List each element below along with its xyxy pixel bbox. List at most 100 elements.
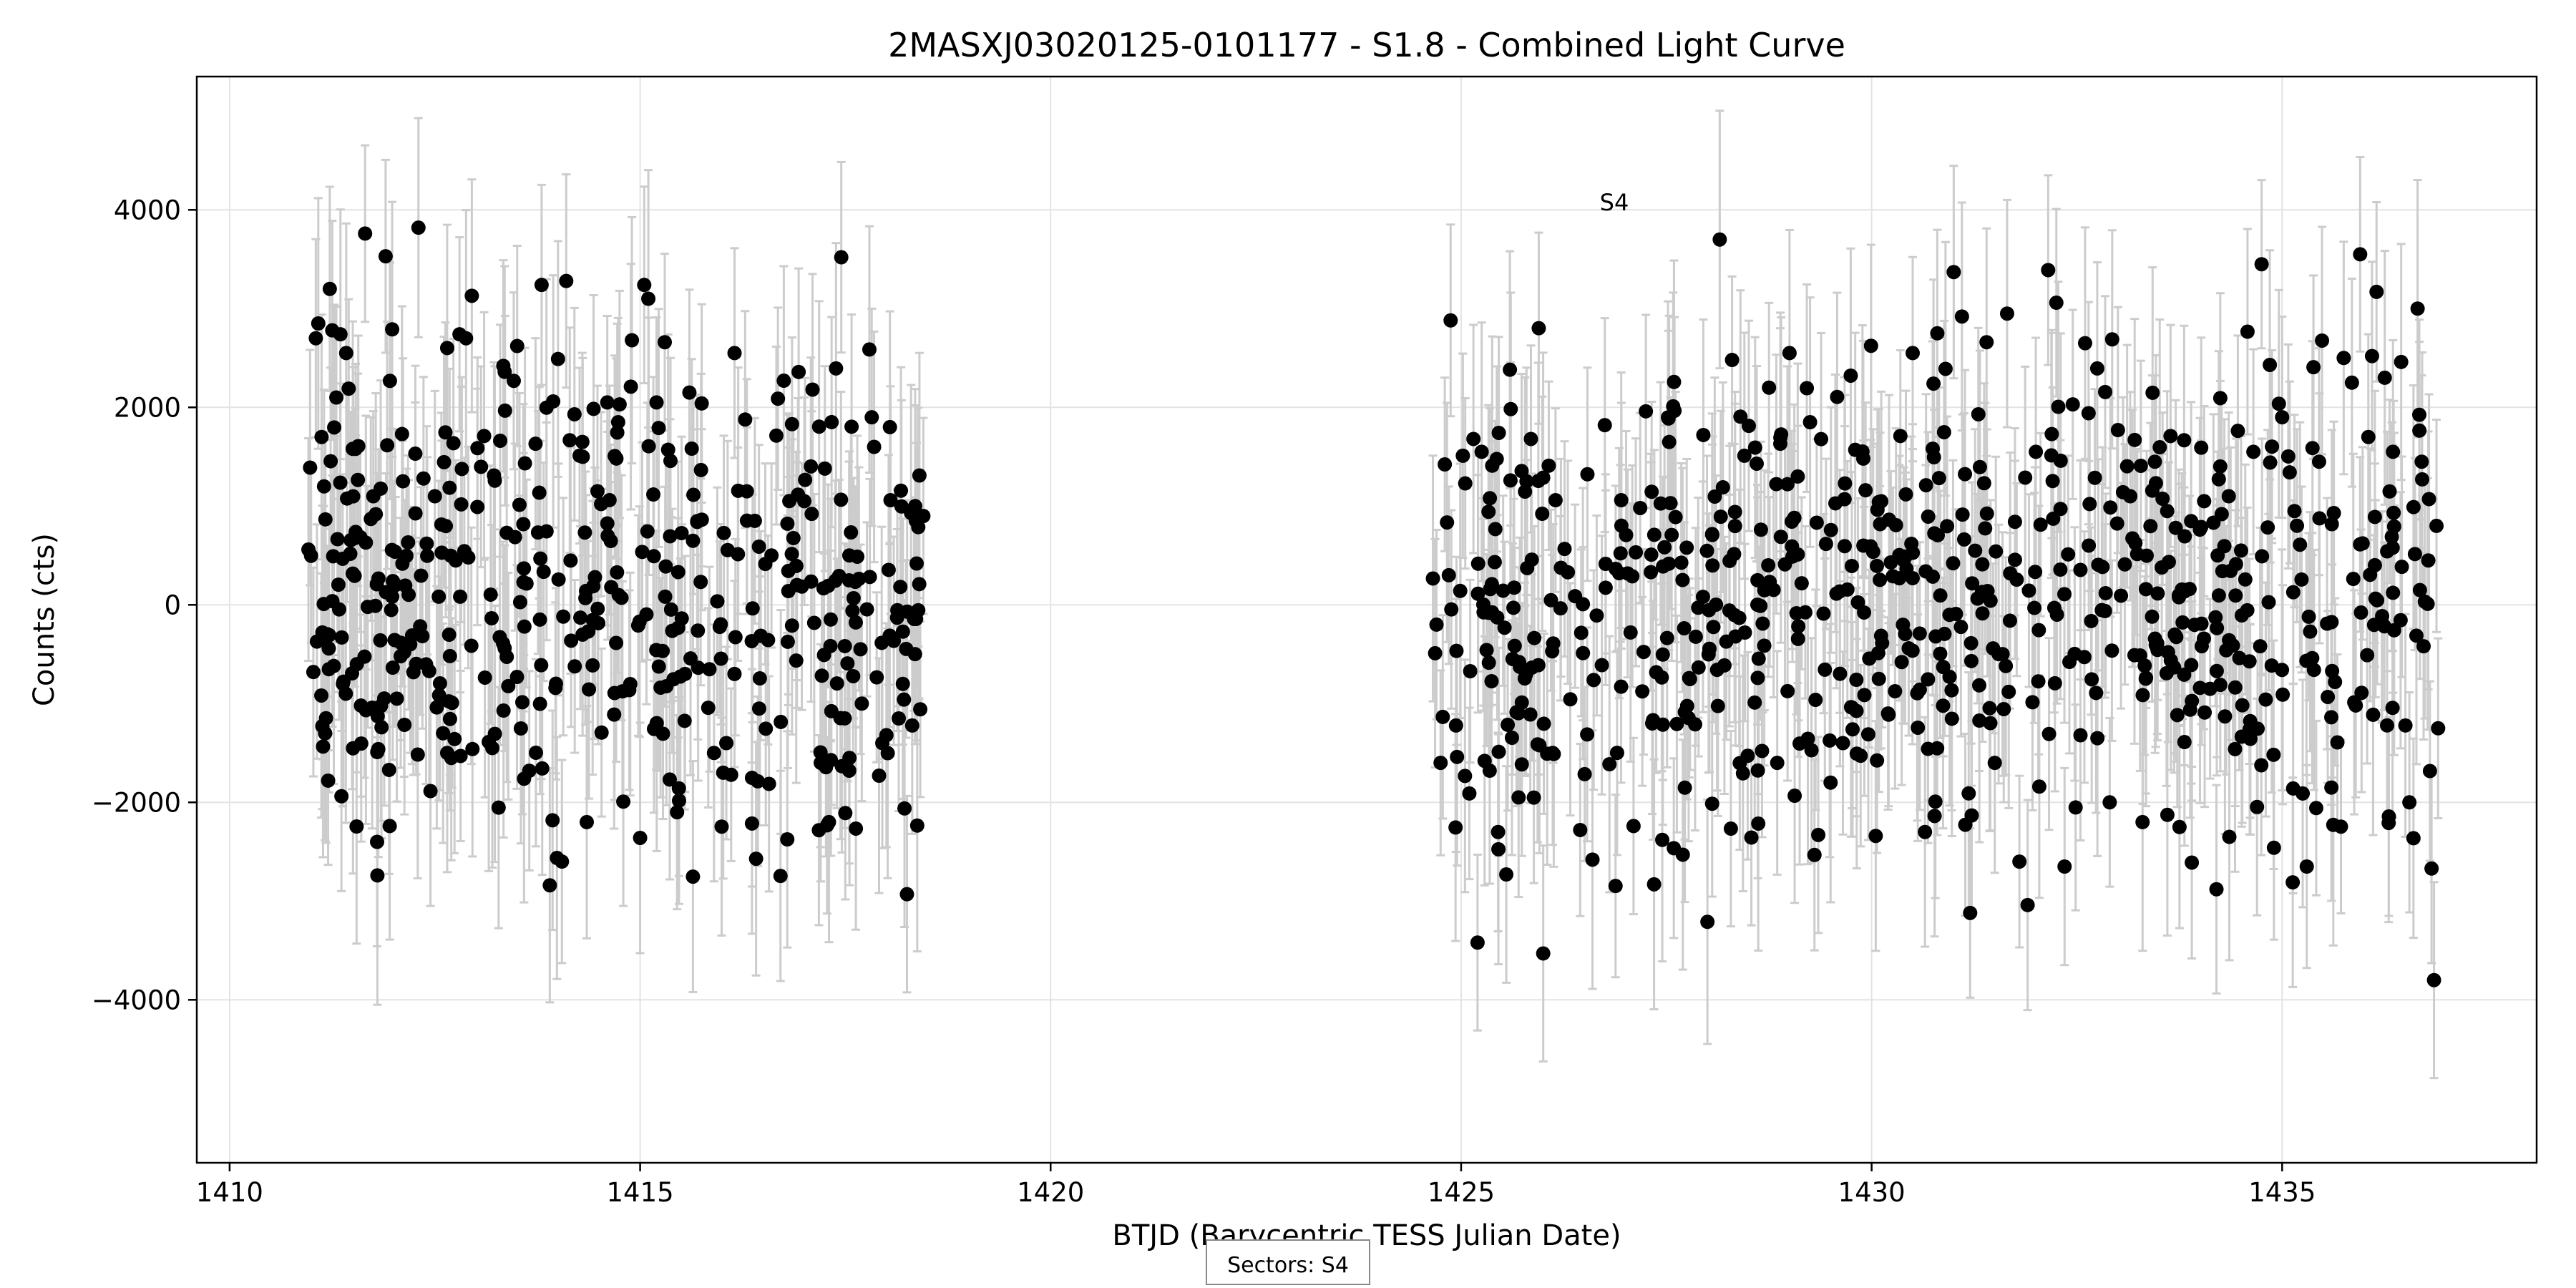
data-point [442,480,457,495]
data-point [2061,547,2076,562]
data-point [1438,457,1453,472]
x-tick-label: 1415 [606,1177,673,1208]
data-point [2163,429,2178,444]
data-point [1507,580,1522,595]
data-point [385,660,400,675]
data-point [2261,595,2276,610]
data-point [441,694,457,709]
data-point [496,703,511,718]
data-point [834,250,849,265]
data-point [602,492,617,507]
data-point [1614,493,1629,508]
data-point [1573,822,1588,837]
data-point [771,391,786,406]
data-point [1470,586,1485,601]
data-point [651,421,666,436]
data-point [465,741,480,756]
data-point [2282,465,2297,480]
data-point [610,425,625,440]
data-point [663,602,678,617]
data-point [318,726,333,741]
data-point [2073,562,2088,577]
data-point [1679,698,1694,713]
data-point [1470,556,1485,571]
data-point [2422,763,2437,779]
data-point [2161,555,2176,570]
data-point [333,327,348,342]
data-point [2346,572,2361,587]
data-point [497,364,512,379]
data-point [2212,459,2228,474]
data-point [670,620,686,635]
data-point [1918,824,1933,839]
data-point [1470,935,1485,950]
data-point [2145,385,2160,400]
data-point [1704,796,1719,811]
data-point [2275,687,2290,702]
x-tick-label: 1430 [1838,1177,1906,1208]
data-point [662,772,677,787]
data-point [2402,795,2417,810]
data-point [1709,597,1724,612]
data-point [1926,569,1941,584]
data-point [719,736,734,751]
data-point [784,547,799,562]
data-point [1885,569,1901,584]
data-point [764,548,779,563]
data-point [470,441,485,456]
data-point [1965,576,1980,591]
data-point [814,756,828,771]
data-point [1496,583,1511,598]
data-point [1843,368,1858,383]
data-point [2098,585,2113,600]
data-point [1971,678,1986,693]
data-point [1741,419,1756,434]
data-point [745,601,760,616]
data-point [1802,415,1818,429]
data-point [2421,553,2436,568]
data-point [2143,519,2158,534]
data-point [1545,746,1560,761]
data-point [2044,426,2059,441]
data-point [1790,547,1805,562]
data-point [2393,613,2408,628]
data-point [2414,454,2429,469]
data-point [2170,708,2185,723]
data-point [651,659,666,674]
data-point [1482,763,1497,779]
data-point [693,575,708,590]
data-point [491,800,506,815]
data-point [2127,432,2142,447]
data-point [439,341,454,356]
data-point [1911,720,1926,735]
x-tick-label: 1420 [1017,1177,1084,1208]
data-point [454,462,469,477]
data-point [2398,718,2413,733]
data-point [1953,620,1968,635]
data-point [1535,507,1550,522]
data-point [1532,738,1547,753]
data-point [2230,424,2245,439]
data-point [912,577,927,592]
data-point [1662,434,1677,449]
data-point [1898,626,1913,641]
data-point [382,374,397,389]
data-point [2411,407,2426,422]
data-point [582,682,597,697]
data-point [1750,670,1765,686]
data-point [883,493,898,508]
data-point [1755,743,1770,758]
data-point [1545,644,1560,659]
data-point [338,346,353,361]
data-point [1481,504,1496,519]
data-point [2321,689,2336,704]
data-point [2209,882,2224,897]
data-point [331,577,346,592]
data-point [670,805,685,820]
data-point [1850,595,1865,610]
data-point [2104,332,2119,347]
data-point [1458,769,1473,784]
data-point [1750,597,1765,613]
data-point [446,436,461,451]
data-point [1491,744,1506,759]
